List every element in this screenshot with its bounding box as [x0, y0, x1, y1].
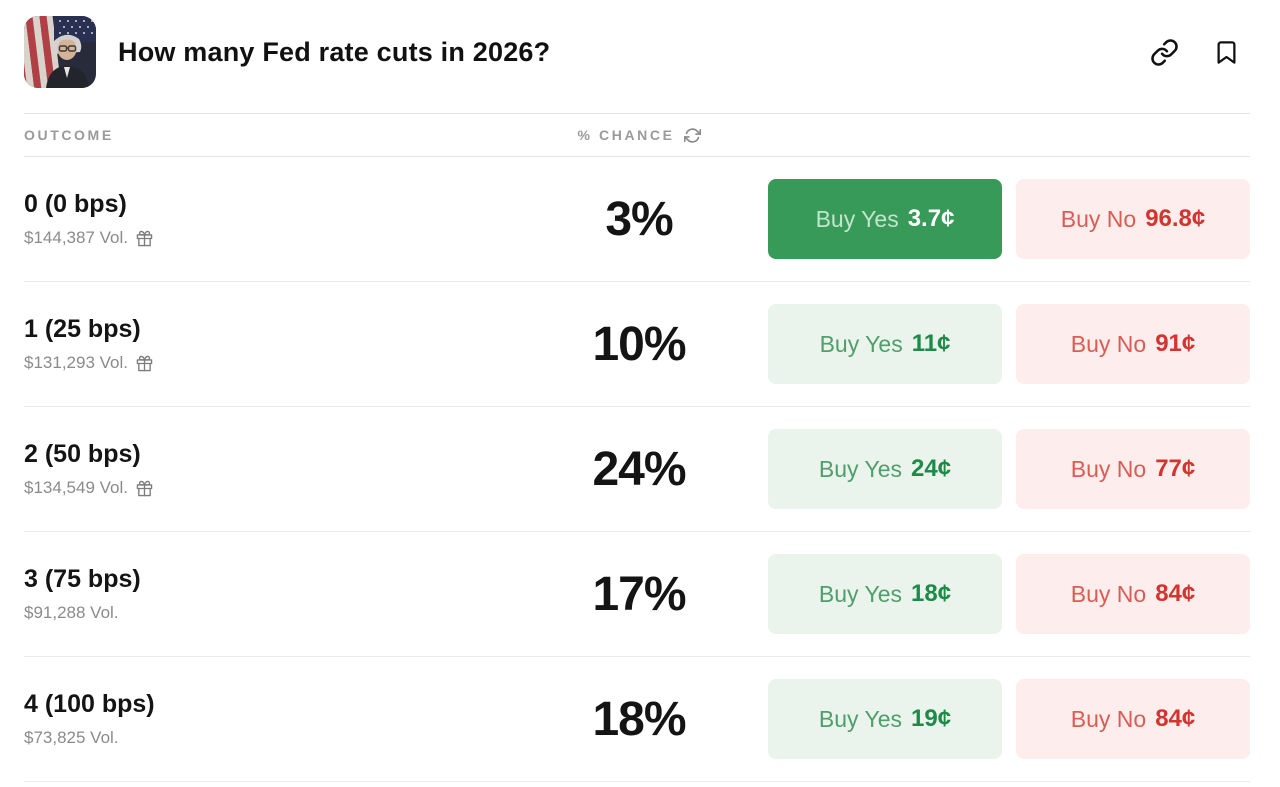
outcome-cell: 4 (100 bps) $73,825 Vol.	[24, 690, 534, 748]
buy-yes-label: Buy Yes	[819, 330, 903, 357]
gift-icon[interactable]	[136, 230, 153, 247]
buy-yes-button[interactable]: Buy Yes 18¢	[768, 554, 1002, 634]
outcome-label: 3 (75 bps)	[24, 565, 141, 593]
buy-yes-price: 18¢	[911, 580, 952, 607]
volume-label: $134,549 Vol.	[24, 478, 534, 498]
page-title: How many Fed rate cuts in 2026?	[118, 36, 551, 67]
buy-no-price: 91¢	[1155, 330, 1196, 357]
outcome-cell: 3 (75 bps) $91,288 Vol.	[24, 565, 534, 623]
buy-yes-price: 19¢	[911, 705, 952, 732]
gift-icon[interactable]	[136, 480, 153, 497]
gift-icon[interactable]	[136, 355, 153, 372]
buy-no-button[interactable]: Buy No 77¢	[1016, 429, 1250, 509]
volume-label: $131,293 Vol.	[24, 353, 534, 373]
outcome-row[interactable]: 4 (100 bps) $73,825 Vol. 18% Buy Yes 19¢…	[24, 657, 1250, 782]
buy-yes-button[interactable]: Buy Yes 19¢	[768, 679, 1002, 759]
buy-yes-price: 24¢	[911, 455, 952, 482]
outcome-cell: 2 (50 bps) $134,549 Vol.	[24, 440, 534, 498]
outcome-label: 4 (100 bps)	[24, 690, 155, 718]
buy-yes-label: Buy Yes	[818, 705, 903, 732]
chance-column-header: % CHANCE	[534, 127, 744, 144]
volume-label: $144,387 Vol.	[24, 228, 534, 248]
header-actions	[1148, 36, 1250, 69]
fed-chair-flag-illustration	[24, 16, 96, 88]
buy-yes-price: 11¢	[911, 330, 951, 357]
outcome-column-header: OUTCOME	[24, 127, 114, 143]
buy-no-label: Buy No	[1070, 705, 1147, 732]
volume-text: $73,825 Vol.	[24, 728, 119, 747]
buy-no-label: Buy No	[1070, 455, 1147, 482]
chance-value: 3%	[605, 192, 673, 246]
outcome-cell: 1 (25 bps) $131,293 Vol.	[24, 315, 534, 373]
volume-label: $73,825 Vol.	[24, 728, 534, 748]
buy-no-price: 84¢	[1155, 705, 1196, 732]
buy-no-label: Buy No	[1070, 330, 1147, 357]
outcome-label: 2 (50 bps)	[24, 440, 141, 468]
refresh-icon[interactable]	[683, 127, 701, 144]
chance-column-label: % CHANCE	[577, 127, 675, 143]
buy-yes-button[interactable]: Buy Yes 11¢	[768, 304, 1002, 384]
buy-no-button[interactable]: Buy No 84¢	[1016, 554, 1250, 634]
buy-yes-label: Buy Yes	[815, 205, 899, 232]
volume-text: $131,293 Vol.	[24, 353, 128, 372]
outcome-cell: 0 (0 bps) $144,387 Vol.	[24, 190, 534, 248]
buy-yes-button[interactable]: Buy Yes 24¢	[768, 429, 1002, 509]
chance-value: 18%	[592, 692, 686, 746]
volume-label: $91,288 Vol.	[24, 603, 534, 623]
outcome-label: 0 (0 bps)	[24, 190, 127, 218]
outcome-row[interactable]: 3 (75 bps) $91,288 Vol. 17% Buy Yes 18¢ …	[24, 532, 1250, 657]
buy-yes-button[interactable]: Buy Yes 3.7¢	[768, 179, 1002, 259]
volume-text: $91,288 Vol.	[24, 603, 119, 622]
volume-text: $144,387 Vol.	[24, 228, 128, 247]
buy-no-label: Buy No	[1070, 580, 1147, 607]
buy-no-label: Buy No	[1060, 205, 1137, 232]
buy-no-price: 84¢	[1155, 580, 1196, 607]
buy-yes-label: Buy Yes	[818, 580, 903, 607]
buy-no-button[interactable]: Buy No 91¢	[1016, 304, 1250, 384]
buy-no-button[interactable]: Buy No 84¢	[1016, 679, 1250, 759]
outcome-row[interactable]: 1 (25 bps) $131,293 Vol. 10% Buy Yes 11¢…	[24, 282, 1250, 407]
market-avatar	[24, 16, 96, 88]
bookmark-icon[interactable]	[1211, 37, 1242, 68]
buy-no-price: 96.8¢	[1145, 205, 1206, 232]
chance-value: 24%	[592, 442, 686, 496]
outcome-row[interactable]: 0 (0 bps) $144,387 Vol. 3% Buy Yes 3.7¢ …	[24, 157, 1250, 282]
volume-text: $134,549 Vol.	[24, 478, 128, 497]
buy-no-button[interactable]: Buy No 96.8¢	[1016, 179, 1250, 259]
buy-yes-label: Buy Yes	[818, 455, 903, 482]
market-header: How many Fed rate cuts in 2026?	[24, 0, 1250, 88]
buy-no-price: 77¢	[1155, 455, 1196, 482]
buy-yes-price: 3.7¢	[907, 205, 955, 232]
table-header-row: OUTCOME % CHANCE	[24, 113, 1250, 157]
link-icon[interactable]	[1148, 36, 1181, 69]
chance-value: 10%	[592, 317, 686, 371]
outcome-row[interactable]: 2 (50 bps) $134,549 Vol. 24% Buy Yes 24¢…	[24, 407, 1250, 532]
outcome-label: 1 (25 bps)	[24, 315, 141, 343]
chance-value: 17%	[592, 567, 686, 621]
